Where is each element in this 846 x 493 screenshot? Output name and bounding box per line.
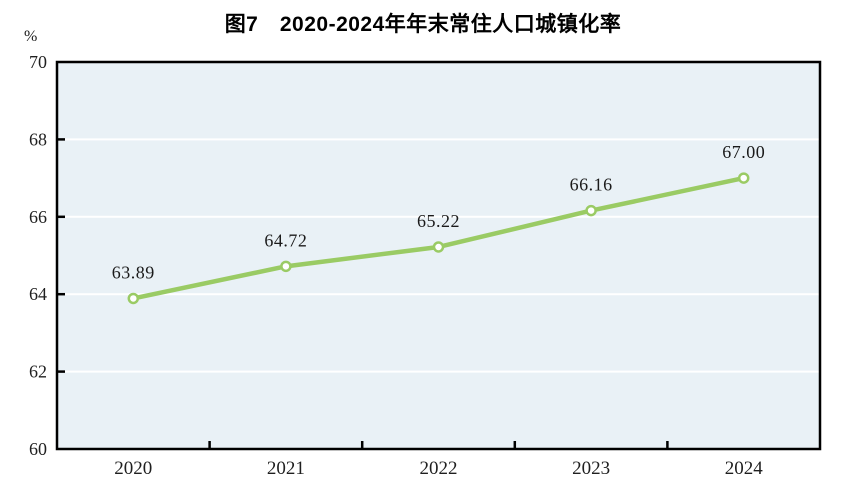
y-tick-label: 66 — [29, 207, 47, 227]
data-point-label: 63.89 — [112, 262, 155, 282]
data-point-label: 64.72 — [264, 230, 307, 250]
data-point-label: 67.00 — [722, 142, 765, 162]
x-tick-label: 2022 — [420, 458, 458, 479]
data-point-marker — [280, 260, 292, 273]
x-tick-label: 2020 — [114, 458, 152, 479]
data-point-marker — [127, 292, 140, 305]
data-point-marker — [432, 241, 445, 253]
plot-border — [55, 60, 822, 451]
y-tick-label: 68 — [29, 129, 47, 149]
y-tick-label: 64 — [29, 284, 47, 304]
x-tick-label: 2023 — [572, 458, 610, 479]
plot-area — [57, 62, 820, 449]
x-tick-label: 2021 — [267, 458, 305, 479]
chart-title: 图7 2020-2024年年末常住人口城镇化率 — [224, 13, 622, 36]
data-point-label: 65.22 — [417, 211, 460, 231]
y-tick-label: 60 — [29, 439, 47, 459]
data-point-label: 66.16 — [570, 175, 613, 195]
data-point-marker — [737, 172, 750, 184]
y-axis-unit-label: % — [24, 28, 38, 45]
x-tick-label: 2024 — [725, 458, 764, 479]
data-point-marker — [585, 204, 597, 217]
y-tick-label: 62 — [29, 362, 47, 382]
y-tick-label: 70 — [29, 52, 47, 72]
